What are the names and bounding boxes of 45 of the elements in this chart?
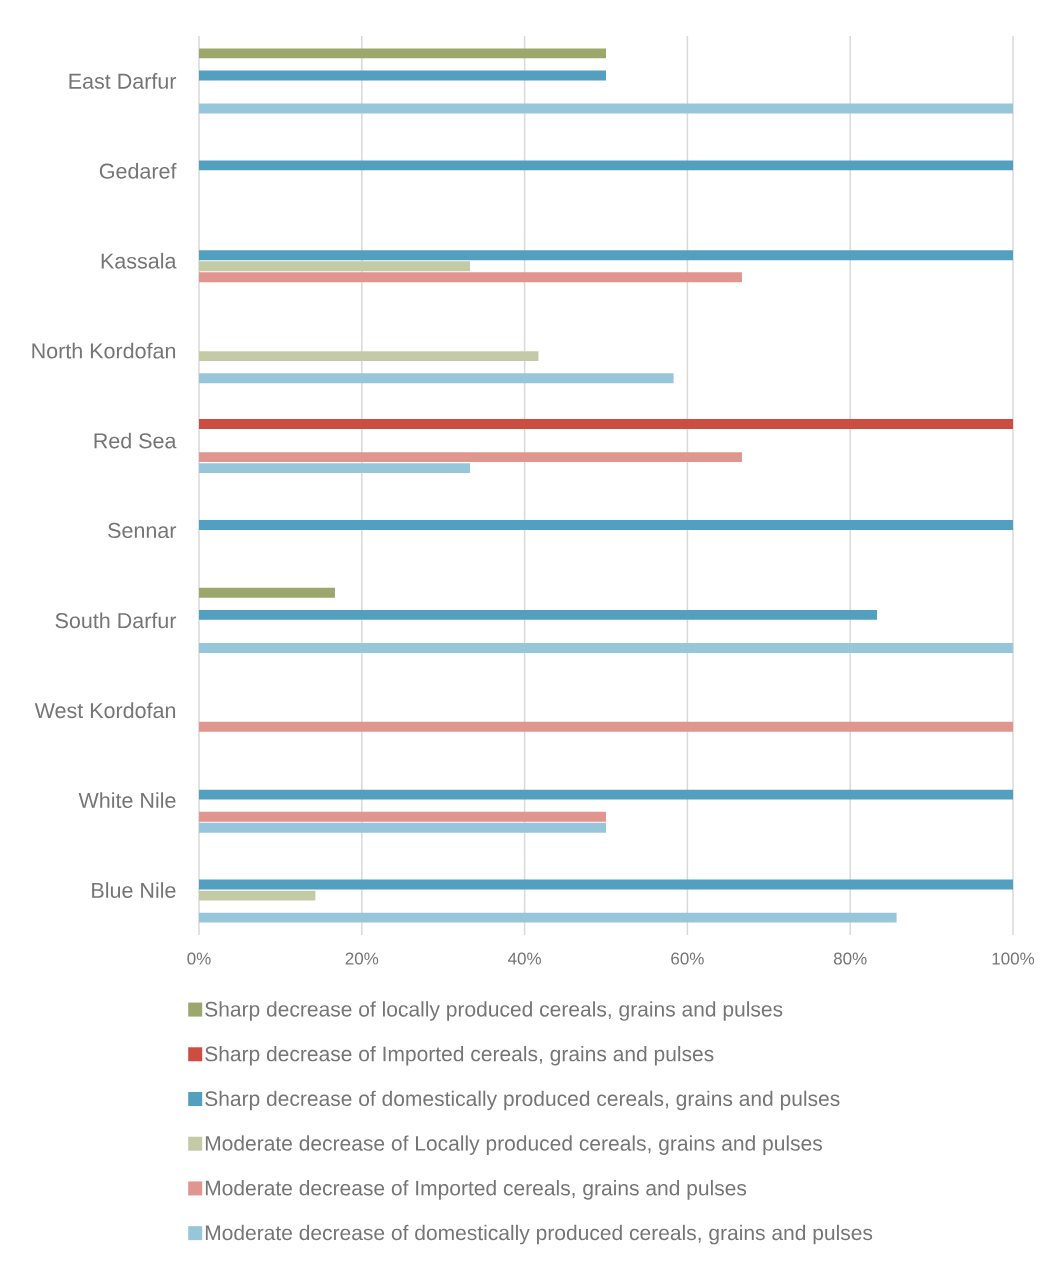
bar <box>199 70 606 81</box>
bar <box>199 519 1013 530</box>
y-tick-label: Kassala <box>101 252 177 269</box>
x-tick-label: 80% <box>833 952 867 965</box>
bar <box>199 822 606 833</box>
bar <box>199 351 539 362</box>
legend-label: Moderate decrease of domestically produced cereals, grains and pulses <box>205 1224 873 1245</box>
legend-label: Sharp decrease of domestically produced cereals, grains and pulses <box>205 1090 840 1111</box>
y-tick-label: Gedaref <box>99 162 177 179</box>
bar <box>199 811 606 822</box>
bar <box>199 272 742 283</box>
y-tick-label: South Darfur <box>55 612 177 629</box>
bar <box>199 463 471 474</box>
bar <box>199 912 897 923</box>
x-tick-label: 60% <box>671 952 704 965</box>
bar <box>199 48 606 59</box>
bar <box>199 642 1013 653</box>
bar <box>199 419 1013 429</box>
bar <box>199 789 1013 800</box>
bar <box>199 452 742 463</box>
bar <box>199 373 674 384</box>
x-tick-label: 40% <box>507 952 541 965</box>
y-tick-label: Red Sea <box>94 432 177 449</box>
legend-label: Sharp decrease of locally produced cereals, grains and pulses <box>205 1001 783 1021</box>
y-tick-label: White Nile <box>78 792 176 809</box>
legend-label: Moderate decrease of Imported cereals, grains and pulses <box>205 1180 747 1200</box>
y-tick-label: Sennar <box>108 522 177 539</box>
y-tick-label: East Darfur <box>69 73 177 89</box>
bar <box>199 890 316 901</box>
bar <box>199 609 878 620</box>
legend-label: Sharp decrease of Imported cereals, grains and pulses <box>205 1045 714 1066</box>
y-tick-label: West Kordofan <box>34 702 176 719</box>
bar <box>199 160 1013 171</box>
bar <box>199 587 335 598</box>
bar <box>199 261 471 272</box>
y-tick-label: North Kordofan <box>32 342 176 359</box>
bar <box>199 721 1013 732</box>
x-tick-label: 20% <box>345 952 379 965</box>
bar <box>199 879 1013 890</box>
bar <box>199 103 1013 114</box>
y-tick-label: Blue Nile <box>92 882 176 898</box>
x-tick-label: 0% <box>187 952 211 965</box>
bar <box>199 250 1013 261</box>
x-tick-label: 100% <box>992 952 1035 965</box>
legend-label: Moderate decrease of Locally produced cereals, grains and pulses <box>205 1135 822 1155</box>
